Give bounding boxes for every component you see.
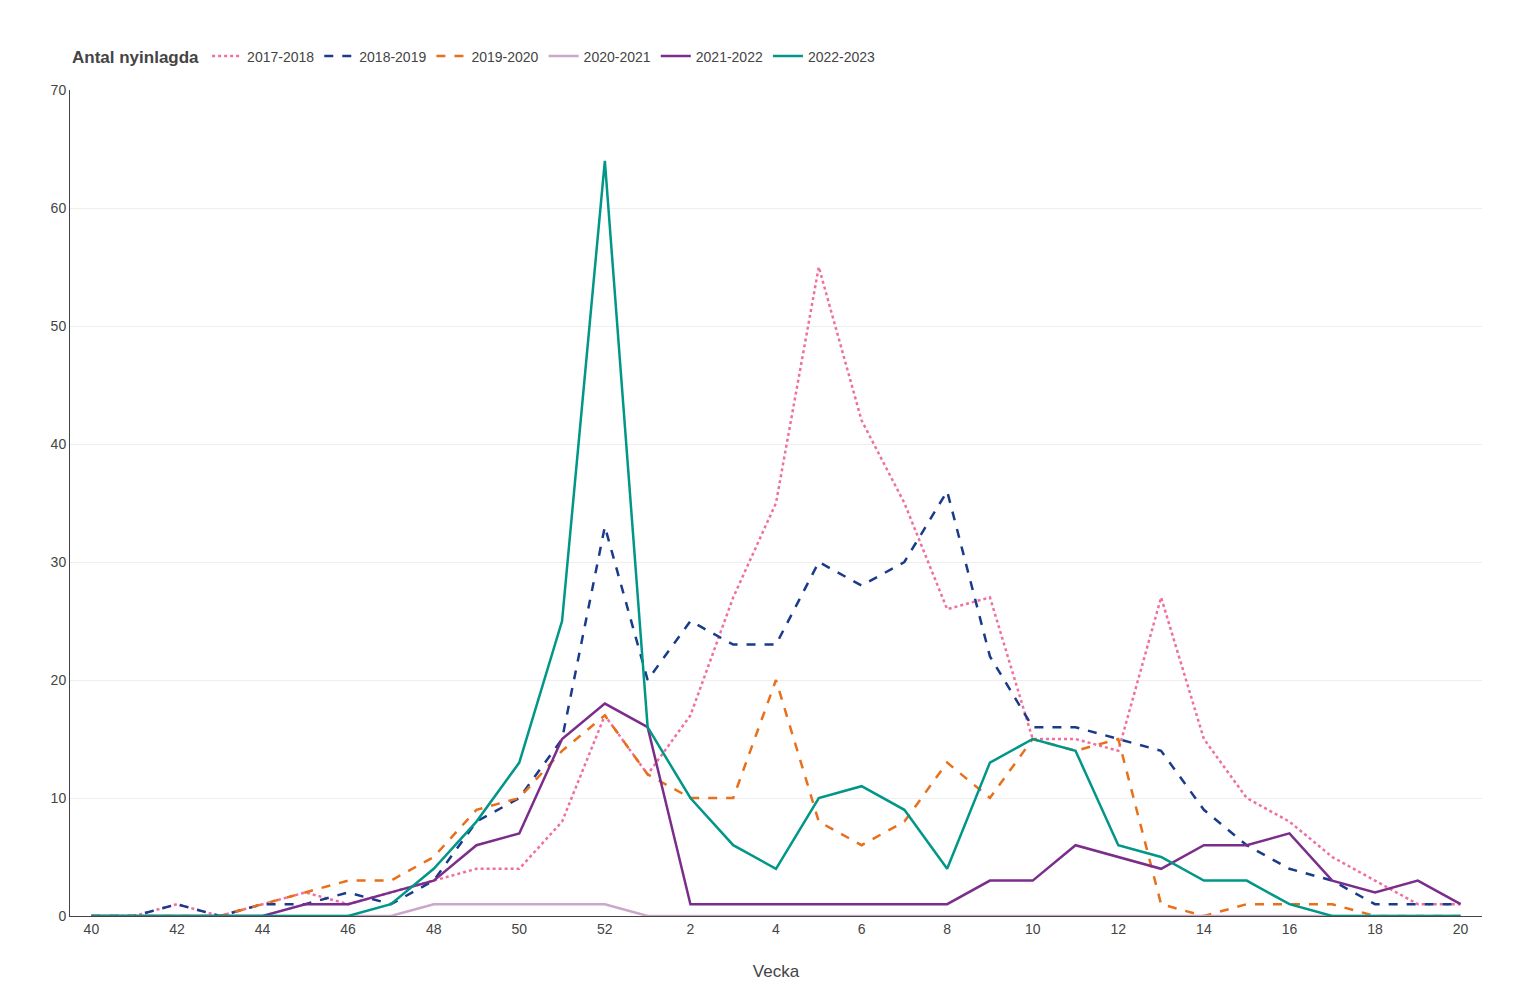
svg-text:16: 16 [1282,921,1298,937]
svg-text:2: 2 [687,921,695,937]
svg-text:70: 70 [51,82,67,98]
svg-text:2020-2021: 2020-2021 [584,49,651,65]
svg-text:20: 20 [51,672,67,688]
svg-text:2022-2023: 2022-2023 [808,49,875,65]
svg-text:40: 40 [84,921,100,937]
svg-text:2021-2022: 2021-2022 [696,49,763,65]
svg-text:20: 20 [1453,921,1469,937]
svg-text:42: 42 [169,921,185,937]
svg-text:8: 8 [943,921,951,937]
svg-text:4: 4 [772,921,780,937]
svg-text:48: 48 [426,921,442,937]
svg-text:10: 10 [51,790,67,806]
svg-text:0: 0 [58,908,66,924]
svg-text:10: 10 [1025,921,1041,937]
svg-text:2018-2019: 2018-2019 [359,49,426,65]
svg-text:40: 40 [51,436,67,452]
svg-text:50: 50 [51,318,67,334]
svg-text:12: 12 [1111,921,1127,937]
svg-text:30: 30 [51,554,67,570]
svg-text:2017-2018: 2017-2018 [247,49,314,65]
svg-text:Vecka: Vecka [753,962,800,981]
svg-text:50: 50 [511,921,527,937]
svg-text:52: 52 [597,921,613,937]
svg-text:Antal nyinlagda: Antal nyinlagda [72,48,199,67]
svg-text:6: 6 [858,921,866,937]
svg-text:18: 18 [1367,921,1383,937]
svg-text:44: 44 [255,921,271,937]
svg-text:46: 46 [340,921,356,937]
svg-text:60: 60 [51,200,67,216]
svg-text:2019-2020: 2019-2020 [471,49,538,65]
svg-text:14: 14 [1196,921,1212,937]
